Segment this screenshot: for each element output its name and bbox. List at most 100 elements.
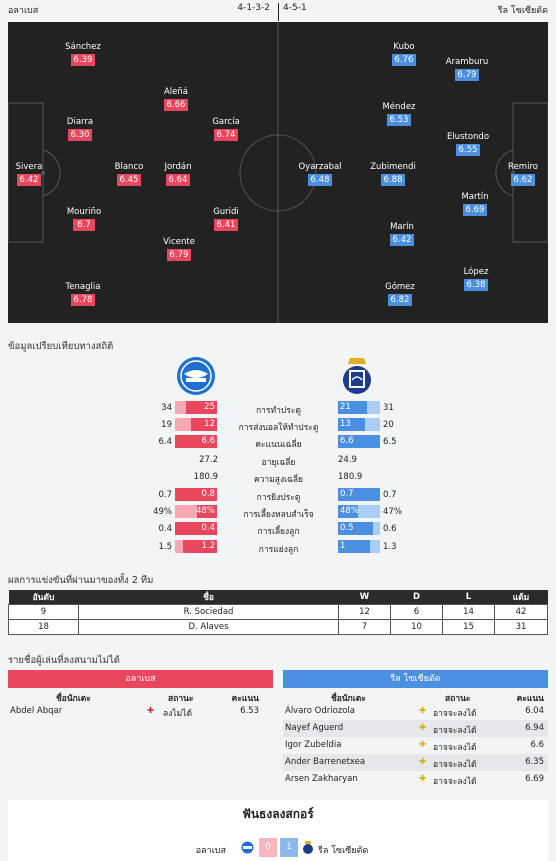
player-rating: 6.48 (307, 174, 333, 186)
away-missing-header: รีล โซเซียดัด (283, 670, 548, 688)
stats-section-title: ข้อมูลเปรียบเทียบทางสถิติ (8, 341, 114, 352)
away-formation: 4-5-1 (283, 3, 307, 13)
col-w: W (338, 590, 391, 605)
away-stat-total: 0.6 (383, 524, 397, 534)
home-stat-value: 27.2 (199, 455, 218, 465)
home-player[interactable]: Sánchez 6.39 (65, 42, 101, 66)
league-section-title: ผลการแข่งขันที่ผ่านมาของทั้ง 2 ทีม (8, 575, 154, 586)
away-player[interactable]: Kubo 6.76 (391, 42, 417, 66)
home-stat-total: 49% (153, 507, 172, 517)
player-rating: 6.64 (165, 174, 191, 186)
away-player[interactable]: Aramburu 6.79 (445, 57, 489, 81)
list-item[interactable]: Nayef Aguerd ✚ อาจจะลงได้ 6.94 (283, 720, 548, 737)
player-rating: 6.41 (213, 219, 239, 231)
player-rating: 6.62 (510, 174, 536, 186)
home-player[interactable]: Vicente 6.79 (163, 237, 195, 261)
player-rating: 6.42 (16, 174, 42, 186)
doubtful-cross-icon: ✚ (419, 706, 427, 716)
stat-row: 19 12 การส่งบอลให้ทำประตู 13 20 (0, 418, 556, 433)
away-player[interactable]: Méndez 6.53 (382, 102, 416, 126)
stat-label: การเลี้ยงลูก (257, 527, 300, 537)
away-stat-bar: 21 (338, 401, 380, 414)
prediction-home-team: อลาเบส (195, 846, 226, 856)
home-team-name: อลาเบส (8, 6, 39, 16)
away-team-name: รีล โซเซียดัด (497, 6, 548, 16)
away-stat-total: 6.5 (383, 437, 397, 447)
list-item[interactable]: Álvaro Odriozola ✚ อาจจะลงได้ 6.04 (285, 706, 544, 719)
player-rating: 6.82 (387, 294, 413, 306)
stat-label: การทำประตู (256, 406, 301, 416)
home-formation: 4-1-3-2 (237, 3, 270, 13)
home-stat-value: 180.9 (193, 472, 218, 482)
away-player[interactable]: Zubimendi 6.88 (370, 162, 416, 186)
stat-label: การส่งบอลให้ทำประตู (238, 423, 319, 433)
stat-label: คะแนนเฉลี่ย (255, 440, 302, 450)
match-header: อลาเบส 4-1-3-2 4-5-1 รีล โซเซียดัด (8, 3, 548, 21)
home-stat-total: 34 (161, 403, 172, 413)
prediction-title: ฟันธงลงสกอร์ (242, 807, 314, 821)
stat-row: 49% 48% การเลี้ยงหลบสำเร็จ 48% 47% (0, 505, 556, 520)
home-missing-header: อลาเบส (8, 670, 273, 688)
home-player[interactable]: Aleñá 6.66 (163, 87, 189, 111)
player-rating: 6.74 (213, 129, 239, 141)
away-player[interactable]: Marín 6.42 (389, 222, 415, 246)
player-rating: 6.38 (463, 279, 489, 291)
lineup-pitch: Sánchez 6.39 Aleñá 6.66 Diarra 6.30 García 6… (8, 22, 548, 323)
player-rating: 6.79 (166, 249, 192, 261)
list-item[interactable]: Abdel Abqar ✚ ลงไม่ได้ 6.53 (10, 706, 259, 719)
home-stat-bar: 12 (175, 418, 217, 431)
away-player[interactable]: Martín 6.69 (461, 192, 489, 216)
away-player[interactable]: Oyarzabal 6.48 (298, 162, 342, 186)
player-rating: 6.45 (116, 174, 142, 186)
player-rating: 6.7 (73, 219, 95, 231)
stat-row: 1.5 1.2 การแย่งลูก 1 1.3 (0, 540, 556, 555)
injury-cross-icon: ✚ (147, 706, 155, 716)
home-stat-total: 0.7 (158, 490, 172, 500)
doubtful-cross-icon: ✚ (419, 723, 427, 733)
pitch-lines (8, 22, 548, 323)
home-stat-bar: 6.6 (175, 435, 217, 448)
doubtful-cross-icon: ✚ (419, 757, 427, 767)
stat-row: 27.2 อายุเฉลี่ย 24.9 (0, 453, 556, 468)
home-player[interactable]: Diarra 6.30 (66, 117, 94, 141)
home-player[interactable]: Jordán 6.64 (164, 162, 192, 186)
home-stat-total: 19 (161, 420, 172, 430)
home-player[interactable]: Guridi 6.41 (213, 207, 239, 231)
player-rating: 6.55 (455, 144, 481, 156)
home-player[interactable]: Blanco 6.45 (114, 162, 144, 186)
away-player[interactable]: Elustondo 6.55 (446, 132, 490, 156)
away-stat-total: 1.3 (383, 542, 397, 552)
away-player[interactable]: López 6.38 (463, 267, 489, 291)
list-item[interactable]: Arsen Zakharyan ✚ อาจจะลงได้ 6.69 (285, 774, 544, 787)
missing-columns: ชื่อนักเตะ สถานะ คะแนน (56, 694, 259, 704)
player-rating: 6.39 (70, 54, 96, 66)
list-item[interactable]: Ander Barrenetxea ✚ อาจจะลงได้ 6.35 (283, 754, 548, 771)
away-stat-bar: 48% (338, 505, 380, 518)
alaves-logo-icon (177, 357, 215, 395)
player-rating: 6.78 (70, 294, 96, 306)
away-player[interactable]: Remiro 6.62 (508, 162, 538, 186)
col-d: D (390, 590, 443, 605)
col-points: แต้ม (494, 590, 548, 605)
home-player[interactable]: García 6.74 (212, 117, 240, 141)
table-row[interactable]: 18 D. Alaves 7 10 15 31 (8, 619, 548, 635)
home-missing-list: อลาเบส ชื่อนักเตะ สถานะ คะแนน Abdel Abqa… (8, 670, 273, 720)
away-player[interactable]: Gómez 6.82 (385, 282, 415, 306)
stat-label: การแย่งลูก (258, 545, 299, 555)
away-stat-total: 20 (383, 420, 394, 430)
stat-label: ความสูงเฉลี่ย (253, 475, 304, 485)
home-player[interactable]: Sivera 6.42 (15, 162, 43, 186)
home-stat-bar: 48% (175, 505, 217, 518)
missing-columns: ชื่อนักเตะ สถานะ คะแนน (331, 694, 544, 704)
league-table: อันดับ ชื่อ W D L แต้ม 9 R. Sociedad 12 6 14… (8, 590, 548, 635)
home-stat-bar: 0.8 (175, 488, 217, 501)
player-rating: 6.42 (389, 234, 415, 246)
away-stat-bar: 6.6 (338, 435, 380, 448)
real-sociedad-logo-icon (343, 358, 371, 394)
list-item[interactable]: Igor Zubeldia ✚ อาจจะลงได้ 6.6 (285, 740, 544, 753)
table-row[interactable]: 9 R. Sociedad 12 6 14 42 (8, 604, 548, 620)
home-player[interactable]: Mouriño 6.7 (66, 207, 102, 231)
real-sociedad-small-logo-icon (303, 841, 313, 854)
home-player[interactable]: Tenaglia 6.78 (65, 282, 101, 306)
away-missing-list: รีล โซเซียดัด ชื่อนักเตะ สถานะ คะแนน Álv… (283, 670, 548, 788)
